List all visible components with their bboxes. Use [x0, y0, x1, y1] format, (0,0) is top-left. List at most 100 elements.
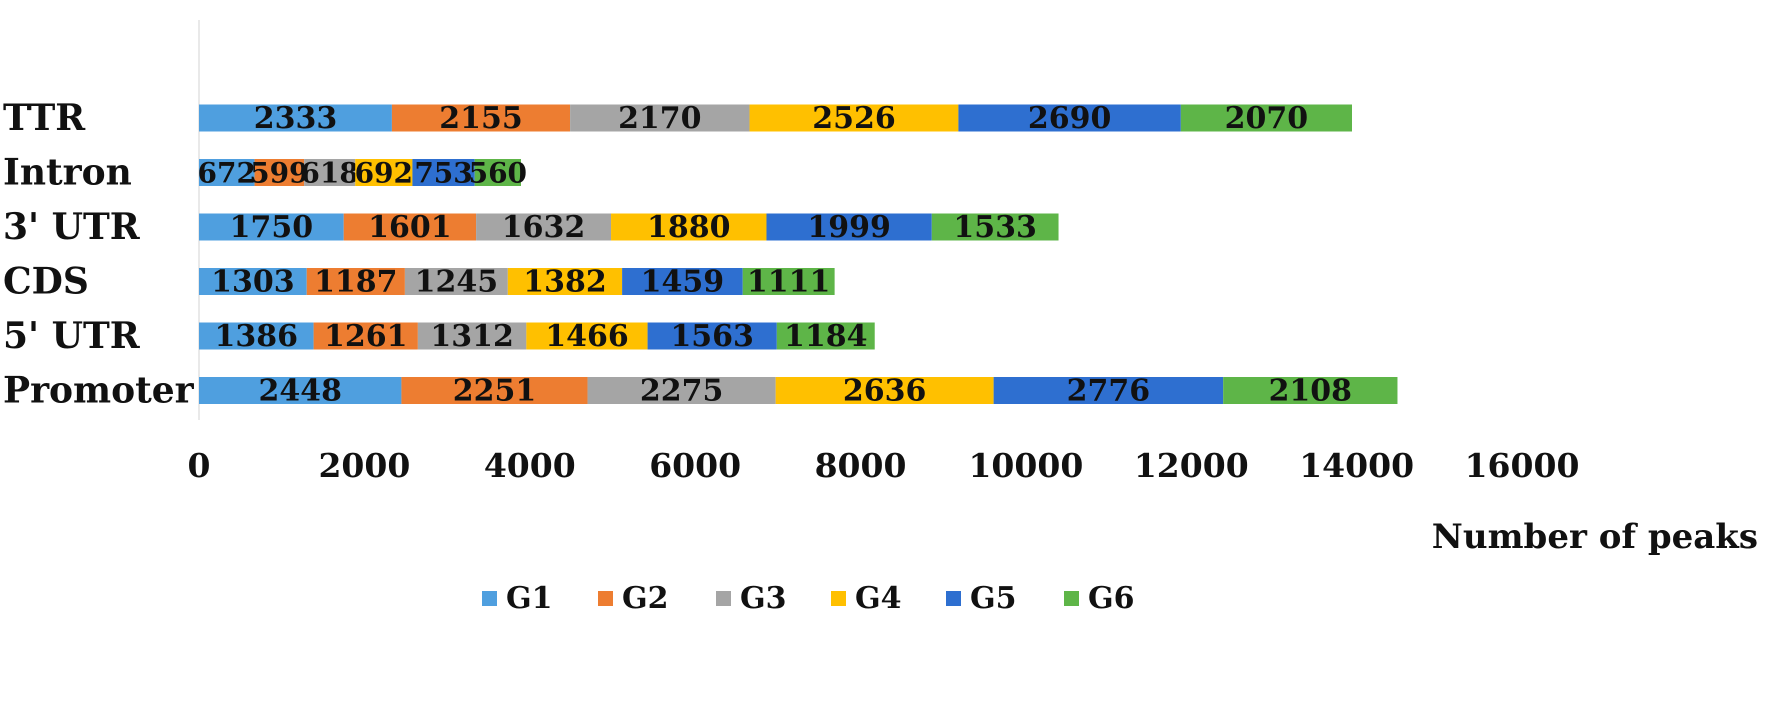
data-label: 1111 — [747, 265, 831, 300]
legend-label-g3: G3 — [740, 581, 787, 616]
category-label: 3' UTR — [3, 206, 141, 248]
data-label: 2690 — [1028, 101, 1112, 136]
legend-label-g1: G1 — [506, 581, 553, 616]
bar-segment-g5 — [622, 268, 743, 295]
legend-swatch-g3 — [716, 591, 731, 606]
x-tick-label: 12000 — [1134, 446, 1249, 485]
bar-segment-g1 — [199, 213, 344, 241]
bar-segment-g3 — [570, 104, 750, 132]
data-label: 1312 — [430, 319, 514, 354]
data-label: 2170 — [618, 101, 702, 136]
bar-segment-g1 — [199, 159, 255, 186]
data-label: 692 — [355, 157, 413, 190]
bar-segment-g4 — [355, 159, 413, 186]
bar-segment-g2 — [254, 159, 305, 186]
category-label: Intron — [3, 152, 132, 194]
data-label: 1880 — [647, 210, 731, 245]
bar-segment-g3 — [476, 213, 612, 241]
legend-swatch-g4 — [831, 591, 846, 606]
data-label: 1303 — [211, 265, 295, 300]
data-label: 1563 — [670, 319, 754, 354]
category-label: Promoter — [3, 370, 195, 412]
data-label: 1187 — [314, 265, 398, 300]
data-label: 753 — [414, 157, 472, 190]
data-label: 1999 — [807, 210, 891, 245]
bar-segment-g5 — [993, 377, 1224, 404]
x-tick-label: 0 — [188, 446, 211, 485]
plot-area: 2448 2251 2275 2636 2776 2108 1386 1261 1312 1466… — [198, 20, 1398, 420]
data-label: 1386 — [215, 319, 299, 354]
value-axis: 0 2000 4000 6000 8000 10000 12000 14000 16000 — [188, 446, 1580, 485]
data-label: 1632 — [502, 210, 586, 245]
category-label: CDS — [3, 261, 89, 303]
data-label: 1466 — [545, 319, 629, 354]
data-label: 2448 — [258, 374, 342, 409]
bar-segment-g6 — [931, 213, 1059, 241]
data-label: 672 — [198, 157, 256, 190]
data-label: 1184 — [784, 319, 868, 354]
legend-label-g4: G4 — [855, 581, 902, 616]
legend-label-g2: G2 — [622, 581, 669, 616]
data-label: 2776 — [1067, 374, 1151, 409]
bar-segment-g2 — [306, 268, 405, 295]
bar-segment-g5 — [766, 213, 932, 241]
data-label: 618 — [300, 157, 358, 190]
x-tick-label: 8000 — [815, 446, 907, 485]
bar-segment-g5 — [958, 104, 1181, 132]
data-label: 2636 — [843, 374, 927, 409]
data-label: 2275 — [640, 374, 724, 409]
data-label: 599 — [250, 157, 308, 190]
bar-segment-g6 — [776, 322, 875, 350]
data-label: 2108 — [1269, 374, 1353, 409]
bar-segment-g4 — [526, 322, 648, 350]
x-tick-label: 4000 — [484, 446, 576, 485]
bar-segment-g1 — [199, 268, 307, 295]
data-label: 1261 — [324, 319, 408, 354]
data-label: 1601 — [368, 210, 452, 245]
data-label: 2333 — [254, 101, 338, 136]
bar-segment-g3 — [417, 322, 527, 350]
bar-segment-g6 — [1223, 377, 1398, 404]
bar-segment-g2 — [401, 377, 588, 404]
bar-segment-g4 — [611, 213, 767, 241]
data-label: 1382 — [523, 265, 607, 300]
bar-segment-g3 — [404, 268, 508, 295]
category-label: TTR — [3, 97, 86, 139]
legend-swatch-g1 — [482, 591, 497, 606]
x-tick-label: 6000 — [649, 446, 741, 485]
bar-segment-g1 — [199, 377, 402, 404]
bar-segment-g6 — [474, 159, 521, 186]
bar-segment-g1 — [199, 322, 314, 350]
x-tick-label: 2000 — [318, 446, 410, 485]
bar-segment-g4 — [507, 268, 623, 295]
legend: G1 G2 G3 G4 G5 G6 — [482, 581, 1135, 616]
legend-swatch-g5 — [946, 591, 961, 606]
data-label: 1245 — [415, 265, 499, 300]
data-label: 2526 — [812, 101, 896, 136]
legend-label-g6: G6 — [1088, 581, 1135, 616]
legend-swatch-g2 — [598, 591, 613, 606]
data-label: 560 — [469, 157, 527, 190]
bar-segment-g2 — [313, 322, 418, 350]
bar-segment-g1 — [199, 104, 392, 132]
bar-segment-g5 — [412, 159, 475, 186]
data-label: 1750 — [230, 210, 314, 245]
x-axis-title: Number of peaks — [1432, 517, 1758, 557]
bar-segment-g3 — [587, 377, 776, 404]
data-label: 1459 — [641, 265, 725, 300]
x-tick-label: 16000 — [1465, 446, 1580, 485]
bar-segment-g4 — [749, 104, 959, 132]
bar-segment-g6 — [742, 268, 835, 295]
data-label: 1533 — [953, 210, 1037, 245]
category-label: 5' UTR — [3, 315, 141, 357]
bar-segment-g3 — [304, 159, 356, 186]
data-label: 2070 — [1225, 101, 1309, 136]
bar-segment-g5 — [647, 322, 777, 350]
category-axis: Promoter 5' UTR CDS 3' UTR Intron TTR — [3, 97, 195, 412]
x-tick-label: 10000 — [968, 446, 1083, 485]
x-tick-label: 14000 — [1299, 446, 1414, 485]
bar-segment-g6 — [1180, 104, 1352, 132]
data-label: 2251 — [453, 374, 537, 409]
bar-segment-g2 — [391, 104, 571, 132]
